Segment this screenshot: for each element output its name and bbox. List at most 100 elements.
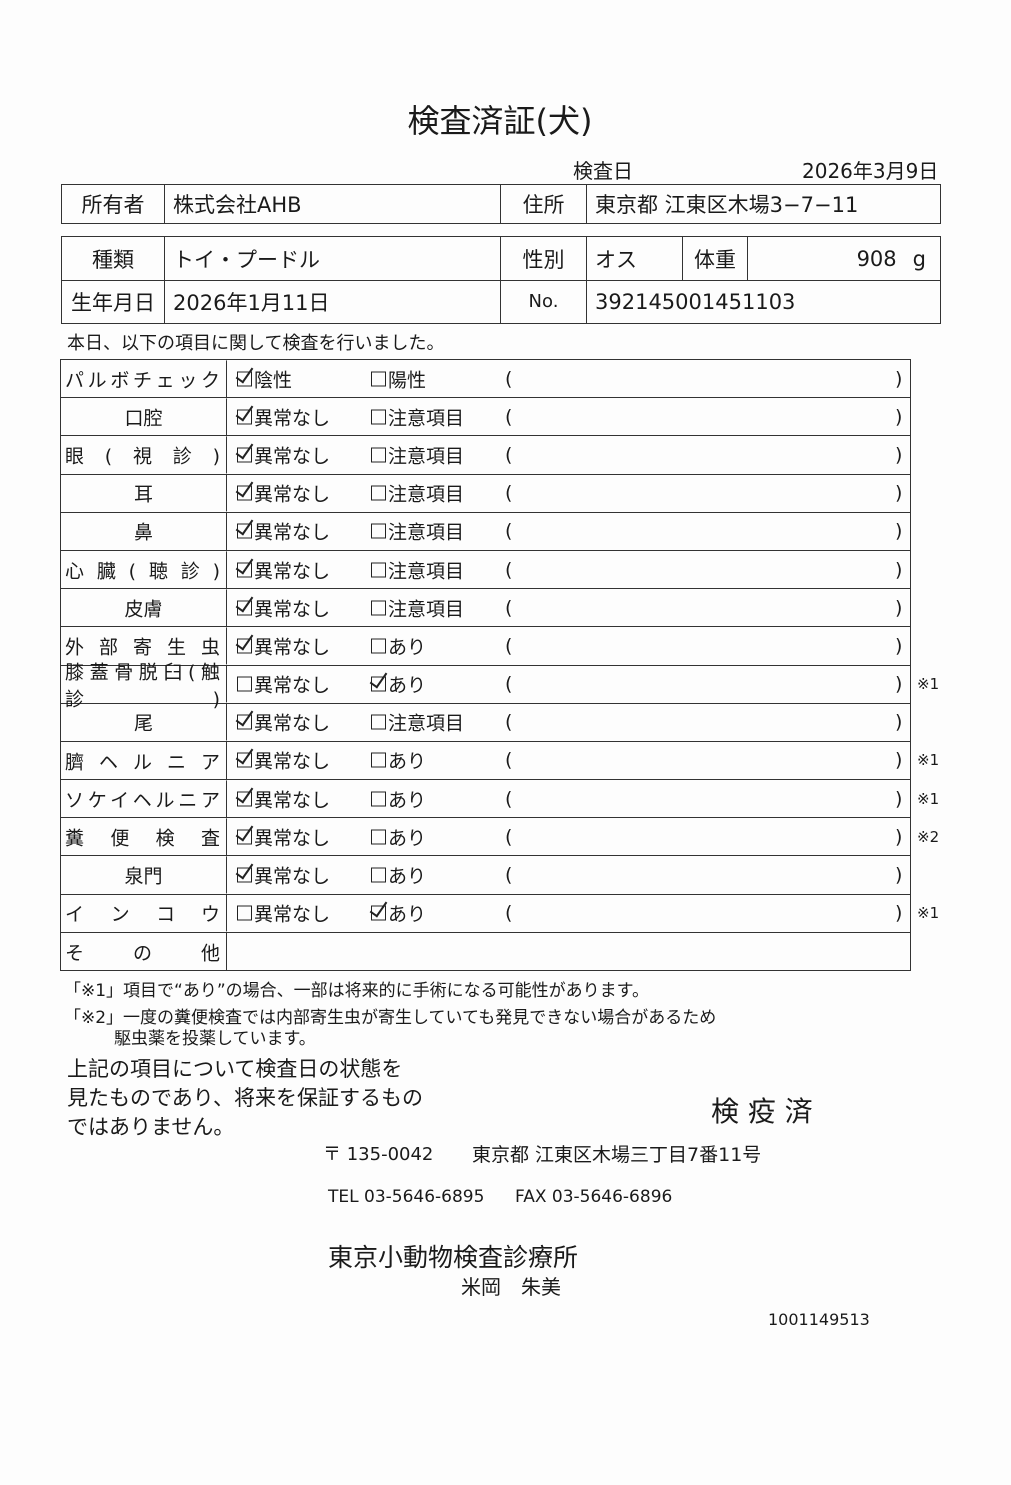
option-1[interactable]: 異常なし [237, 594, 330, 621]
option-label: 異常なし [254, 712, 331, 735]
option-label: あり [388, 750, 427, 773]
birth-label: 生年月日 [62, 280, 165, 323]
option-2[interactable]: あり [371, 747, 426, 774]
row-label: 心臓(聴診) [61, 550, 227, 589]
paren-open: ( [505, 711, 513, 734]
row-label: 臍ヘルニア [61, 741, 227, 780]
disclaimer-line: 見たものであり、将来を保証するもの [67, 1086, 423, 1110]
checkbox-icon[interactable] [237, 791, 252, 807]
option-2[interactable]: 注意項目 [371, 594, 464, 621]
option-1[interactable]: 異常なし [237, 823, 330, 850]
option-1[interactable]: 異常なし [237, 632, 330, 659]
option-2[interactable]: 注意項目 [371, 441, 464, 468]
option-label: あり [388, 636, 427, 659]
option-label: 異常なし [254, 483, 331, 506]
checkbox-icon[interactable] [371, 714, 386, 730]
checkbox-icon[interactable] [237, 562, 252, 578]
option-2[interactable]: あり [371, 823, 426, 850]
paren-close: ) [895, 902, 903, 925]
option-2[interactable]: あり [371, 862, 426, 889]
paren-close: ) [895, 825, 903, 848]
option-label: あり [388, 903, 427, 926]
footnote-mark: ※2 [917, 827, 940, 846]
row-label-text: 心臓(聴診) [65, 560, 222, 583]
owner-label: 所有者 [62, 185, 165, 223]
paren-open: ( [505, 864, 513, 887]
inspection-row: ソケイヘルニア 異常なし あり () ※1 [61, 780, 939, 819]
checkbox-icon[interactable] [371, 562, 386, 578]
checkbox-icon[interactable] [371, 867, 386, 883]
option-1[interactable]: 異常なし [237, 441, 330, 468]
option-2[interactable]: あり [371, 632, 426, 659]
checkbox-icon[interactable] [237, 371, 252, 387]
checkbox-icon[interactable] [371, 676, 386, 692]
checkbox-icon[interactable] [237, 638, 252, 654]
checkbox-icon[interactable] [237, 485, 252, 501]
option-2[interactable]: 陽性 [371, 365, 426, 392]
option-1[interactable]: 異常なし [237, 747, 330, 774]
option-1[interactable]: 異常なし [237, 480, 330, 507]
checkbox-icon[interactable] [371, 447, 386, 463]
option-1[interactable]: 異常なし [237, 862, 330, 889]
checkbox-icon[interactable] [371, 523, 386, 539]
option-2[interactable]: 注意項目 [371, 518, 464, 545]
paren-close: ) [895, 749, 903, 772]
checkbox-icon[interactable] [371, 638, 386, 654]
option-2[interactable]: 注意項目 [371, 556, 464, 583]
option-2[interactable]: あり [371, 785, 426, 812]
row-label-text: 泉門 [124, 865, 163, 888]
quarantine-stamp: 検 疫 済 [711, 1095, 813, 1128]
option-label: 注意項目 [388, 445, 465, 468]
paren-close: ) [895, 367, 903, 390]
checkbox-icon[interactable] [371, 752, 386, 768]
option-1[interactable]: 異常なし [237, 556, 330, 583]
checkbox-icon[interactable] [237, 714, 252, 730]
checkbox-icon[interactable] [237, 523, 252, 539]
checkbox-icon[interactable] [237, 447, 252, 463]
paren-open: ( [505, 902, 513, 925]
checkbox-icon[interactable] [371, 600, 386, 616]
type-label: 種類 [62, 237, 165, 280]
checkbox-icon[interactable] [237, 752, 252, 768]
option-1[interactable]: 異常なし [237, 709, 330, 736]
paren-close: ) [895, 634, 903, 657]
option-1[interactable]: 異常なし [237, 671, 330, 698]
inspection-row: インコウ 異常なし あり () ※1 [61, 894, 939, 933]
option-label: 異常なし [254, 598, 331, 621]
checkbox-icon[interactable] [237, 676, 252, 692]
option-1[interactable]: 異常なし [237, 403, 330, 430]
row-label-text: 糞便検査 [65, 827, 222, 850]
checkbox-icon[interactable] [237, 409, 252, 425]
inspection-row: 糞便検査 異常なし あり () ※2 [61, 818, 939, 857]
option-1[interactable]: 異常なし [237, 785, 330, 812]
checkbox-icon[interactable] [237, 600, 252, 616]
paren-open: ( [505, 520, 513, 543]
page-title: 検査済証(犬) [407, 102, 593, 140]
checkbox-icon[interactable] [237, 867, 252, 883]
disclaimer: 上記の項目について検査日の状態を 見たものであり、将来を保証するもの ではありま… [67, 1055, 423, 1142]
option-1[interactable]: 陰性 [237, 365, 292, 392]
checkbox-icon[interactable] [237, 829, 252, 845]
option-2[interactable]: あり [371, 671, 426, 698]
paren-close: ) [895, 787, 903, 810]
option-1[interactable]: 異常なし [237, 900, 330, 927]
checkbox-icon[interactable] [371, 791, 386, 807]
option-2[interactable]: あり [371, 900, 426, 927]
option-2[interactable]: 注意項目 [371, 403, 464, 430]
inspection-row: 口腔 異常なし 注意項目 () [61, 398, 910, 437]
checkbox-icon[interactable] [237, 905, 252, 921]
checkbox-icon[interactable] [371, 905, 386, 921]
checkbox-icon[interactable] [371, 829, 386, 845]
option-label: 異常なし [254, 521, 331, 544]
checkbox-icon[interactable] [371, 409, 386, 425]
checkbox-icon[interactable] [371, 371, 386, 387]
row-label-text: ソケイヘルニア [65, 789, 222, 812]
option-label: 異常なし [254, 636, 331, 659]
paren-open: ( [505, 787, 513, 810]
checkbox-icon[interactable] [371, 485, 386, 501]
option-label: 注意項目 [388, 521, 465, 544]
row-label-text: 鼻 [133, 521, 153, 544]
option-2[interactable]: 注意項目 [371, 480, 464, 507]
option-1[interactable]: 異常なし [237, 518, 330, 545]
option-2[interactable]: 注意項目 [371, 709, 464, 736]
